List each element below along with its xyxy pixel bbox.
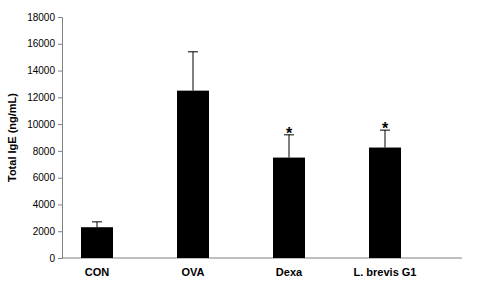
bar [273, 158, 305, 258]
y-tick-label: 2000 [33, 226, 56, 237]
y-tick-label: 14000 [27, 65, 55, 76]
y-axis-title: Total IgE (ng/mL) [6, 93, 18, 182]
y-tick-label: 10000 [27, 119, 55, 130]
y-tick: 12000 [27, 92, 62, 103]
y-tick: 18000 [27, 12, 62, 23]
y-tick: 10000 [27, 119, 62, 130]
y-tick-label: 4000 [33, 199, 56, 210]
y-tick-mark [58, 178, 62, 179]
error-bar [188, 52, 198, 91]
x-tick-label: Dexa [276, 266, 303, 278]
y-tick-label: 16000 [27, 38, 55, 49]
error-bar-stem [97, 222, 98, 227]
x-tick: OVA [181, 266, 204, 278]
x-tick-label: CON [85, 266, 110, 278]
x-axis: CON OVA Dexa L. brevis G1 [85, 266, 417, 278]
y-tick: 16000 [27, 38, 62, 49]
y-tick: 8000 [33, 146, 62, 157]
y-tick-mark [58, 71, 62, 72]
y-tick-mark [58, 97, 62, 98]
y-tick: 14000 [27, 65, 62, 76]
y-tick-label: 0 [49, 253, 55, 264]
y-tick-mark [58, 231, 62, 232]
error-bar-stem [193, 52, 194, 91]
x-tick: CON [85, 266, 110, 278]
error-bar-cap [188, 51, 198, 52]
x-tick-label: OVA [181, 266, 204, 278]
x-tick-label: L. brevis G1 [354, 266, 417, 278]
y-tick: 2000 [33, 226, 62, 237]
error-bar-cap [92, 221, 102, 222]
y-axis-line [58, 18, 63, 259]
y-tick-label: 6000 [33, 172, 56, 183]
y-tick-label: 8000 [33, 146, 56, 157]
x-tick: L. brevis G1 [354, 266, 417, 278]
y-tick-label: 18000 [27, 12, 55, 23]
y-tick-mark [58, 204, 62, 205]
y-tick-mark [58, 258, 62, 259]
y-tick-mark [58, 17, 62, 18]
y-tick: 0 [49, 253, 62, 264]
y-tick-mark [58, 44, 62, 45]
y-tick-mark [58, 151, 62, 152]
y-tick-label: 12000 [27, 92, 55, 103]
bar [369, 148, 401, 258]
x-axis-line [62, 258, 462, 259]
y-tick: 4000 [33, 199, 62, 210]
x-tick: Dexa [276, 266, 303, 278]
bar [177, 91, 209, 258]
significance-marker: * [286, 125, 293, 142]
y-axis: 0 2000 4000 6000 8000 10000 12000 14000 16000 180… [27, 12, 62, 264]
bar [81, 227, 113, 258]
y-tick-mark [58, 124, 62, 125]
significance-marker: * [382, 120, 389, 137]
bars [81, 52, 401, 258]
error-bar [92, 222, 102, 227]
y-tick: 6000 [33, 172, 62, 183]
chart: 0 2000 4000 6000 8000 10000 12000 14000 16000 180… [0, 0, 482, 291]
